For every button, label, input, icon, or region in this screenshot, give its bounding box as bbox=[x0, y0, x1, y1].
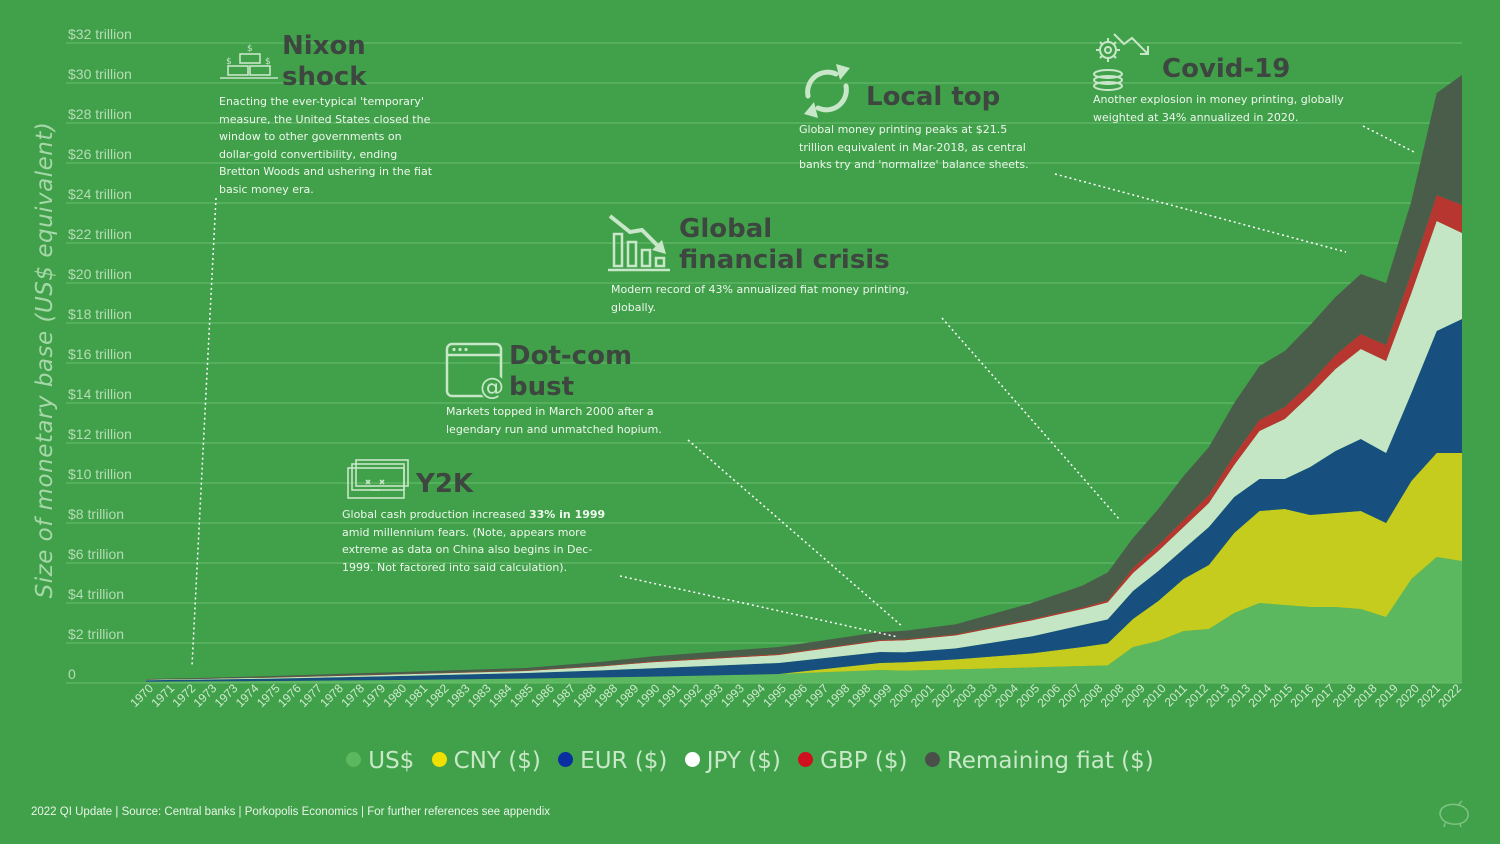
y-tick-label: $22 trillion bbox=[68, 226, 132, 242]
legend-dot bbox=[431, 752, 447, 767]
y2k-body-line: 1999. Not factored into said calculation… bbox=[342, 560, 568, 574]
covid-body-line: Another explosion in money printing, glo… bbox=[1093, 93, 1344, 106]
y-tick-label: $28 trillion bbox=[68, 106, 132, 122]
covid-body-line: weighted at 34% annualized in 2020. bbox=[1093, 110, 1299, 124]
svg-text:$: $ bbox=[226, 57, 232, 67]
gfc-title-line1: Global bbox=[679, 214, 773, 244]
gfc-body-line: globally. bbox=[611, 300, 657, 314]
footer-source: 2022 QI Update | Source: Central banks |… bbox=[31, 806, 551, 818]
nixon-title: Nixon shock bbox=[282, 31, 367, 93]
y-tick-label: $18 trillion bbox=[68, 306, 132, 322]
legend-item-remaining: Remaining fiat ($) bbox=[924, 748, 1154, 774]
nixon-body: Enacting the ever-typical 'temporary' me… bbox=[219, 93, 432, 198]
annotation-leader bbox=[619, 575, 899, 638]
dotcom-body-line: legendary run and unmatched hopium. bbox=[446, 422, 662, 436]
legend-dot bbox=[924, 752, 940, 767]
legend-dot bbox=[346, 752, 362, 767]
area-series-us bbox=[146, 557, 1462, 683]
legend-item-jpy: JPY ($) bbox=[684, 748, 781, 774]
local-top-title: Local top bbox=[866, 82, 1001, 112]
area-series-eur bbox=[146, 319, 1462, 682]
y-tick-label: $16 trillion bbox=[68, 346, 132, 362]
y-tick-label: $4 trillion bbox=[68, 586, 124, 602]
gfc-title-line2: financial crisis bbox=[679, 245, 890, 275]
local-top-body: Global money printing peaks at $21.5 tri… bbox=[799, 121, 1029, 174]
y-tick-label: $12 trillion bbox=[68, 426, 132, 442]
nixon-title-line2: shock bbox=[282, 62, 367, 92]
covid-title: Covid-19 bbox=[1162, 54, 1291, 84]
legend-dot bbox=[558, 752, 574, 767]
legend-label: US$ bbox=[368, 748, 415, 774]
y-tick-label: $6 trillion bbox=[68, 546, 124, 562]
y-tick-label: $24 trillion bbox=[68, 186, 132, 202]
y-tick-label: $20 trillion bbox=[68, 266, 132, 282]
y2k-body-plain: Global cash production increased bbox=[342, 508, 529, 521]
local-top-body-line: trillion equivalent in Mar-2018, as cent… bbox=[799, 140, 1026, 154]
browser-at-icon: @ bbox=[445, 342, 505, 401]
legend-item-usd: US$ bbox=[346, 748, 414, 774]
annotation-leader bbox=[1362, 125, 1415, 153]
y-tick-label: $8 trillion bbox=[68, 506, 124, 522]
gfc-body-line: Modern record of 43% annualized fiat mon… bbox=[611, 283, 909, 296]
gold-bars-icon: $ $ $ bbox=[220, 44, 278, 79]
nixon-body-line: Enacting the ever-typical 'temporary' bbox=[219, 95, 424, 108]
y-tick-label: $32 trillion bbox=[68, 26, 132, 42]
dotcom-title: Dot-com bust bbox=[509, 341, 632, 403]
legend-label: EUR ($) bbox=[580, 748, 668, 774]
cash-register-icon bbox=[347, 459, 409, 499]
y2k-body-line: extreme as data on China also begins in … bbox=[342, 543, 593, 556]
legend-item-cny: CNY ($) bbox=[431, 748, 541, 774]
svg-text:@: @ bbox=[480, 373, 504, 401]
nixon-body-line: measure, the United States closed the bbox=[219, 112, 431, 126]
area-series-cny bbox=[146, 453, 1462, 682]
legend-dot bbox=[684, 752, 700, 767]
x-tick-label: 2022 bbox=[1435, 681, 1464, 710]
nixon-body-line: Bretton Woods and ushering in the fiat bbox=[219, 165, 433, 178]
dotcom-title-line1: Dot-com bbox=[509, 341, 633, 371]
y-tick-label: $2 trillion bbox=[68, 626, 124, 642]
legend-label: GBP ($) bbox=[820, 748, 908, 774]
legend-label: CNY ($) bbox=[453, 748, 541, 774]
dotcom-body: Markets topped in March 2000 after a leg… bbox=[446, 403, 662, 438]
gear-coins-icon bbox=[1093, 33, 1149, 91]
legend-item-gbp: GBP ($) bbox=[798, 748, 908, 774]
local-top-body-line: Global money printing peaks at $21.5 bbox=[799, 123, 1008, 136]
y2k-body-line: Global cash production increased 33% in … bbox=[342, 506, 605, 524]
y2k-body-bold: 33% in 1999 bbox=[528, 508, 606, 521]
y-tick-label: $30 trillion bbox=[68, 66, 132, 82]
y-axis-label: Size of monetary base (US$ equivalent) bbox=[32, 121, 58, 599]
gfc-body: Modern record of 43% annualized fiat mon… bbox=[611, 281, 909, 316]
nixon-body-line: basic money era. bbox=[219, 182, 314, 196]
svg-text:$: $ bbox=[265, 57, 271, 67]
annotation-leader bbox=[687, 439, 904, 628]
refresh-arrows-icon bbox=[804, 64, 850, 118]
gfc-title: Global financial crisis bbox=[679, 214, 890, 276]
nixon-title-line1: Nixon bbox=[282, 31, 366, 61]
pig-logo-icon bbox=[1439, 800, 1469, 828]
svg-text:$: $ bbox=[247, 44, 253, 54]
y-tick-label: $26 trillion bbox=[68, 146, 132, 162]
legend-label: Remaining fiat ($) bbox=[946, 748, 1154, 774]
nixon-body-line: dollar-gold convertibility, ending bbox=[219, 147, 398, 161]
covid-body: Another explosion in money printing, glo… bbox=[1093, 91, 1344, 126]
chart-legend: US$ CNY ($) EUR ($) JPY ($) GBP ($) Rema… bbox=[0, 748, 1500, 774]
legend-dot bbox=[798, 752, 814, 767]
y2k-title: Y2K bbox=[416, 469, 474, 499]
annotation-leader bbox=[191, 197, 217, 667]
local-top-body-line: banks try and 'normalize' balance sheets… bbox=[799, 158, 1029, 171]
y2k-body-line: amid millennium fears. (Note, appears mo… bbox=[342, 525, 587, 539]
falling-chart-icon bbox=[608, 214, 670, 272]
annotation-leader bbox=[941, 317, 1121, 521]
y2k-body: Global cash production increased 33% in … bbox=[342, 506, 605, 576]
y-tick-label: $14 trillion bbox=[68, 386, 132, 402]
annotation-leader bbox=[1054, 173, 1347, 253]
y-tick-label: 0 bbox=[68, 666, 76, 682]
dotcom-body-line: Markets topped in March 2000 after a bbox=[446, 405, 654, 418]
dotcom-title-line2: bust bbox=[509, 372, 575, 402]
nixon-body-line: window to other governments on bbox=[219, 130, 402, 143]
legend-item-eur: EUR ($) bbox=[558, 748, 667, 774]
legend-label: JPY ($) bbox=[706, 748, 781, 774]
y-tick-label: $10 trillion bbox=[68, 466, 132, 482]
